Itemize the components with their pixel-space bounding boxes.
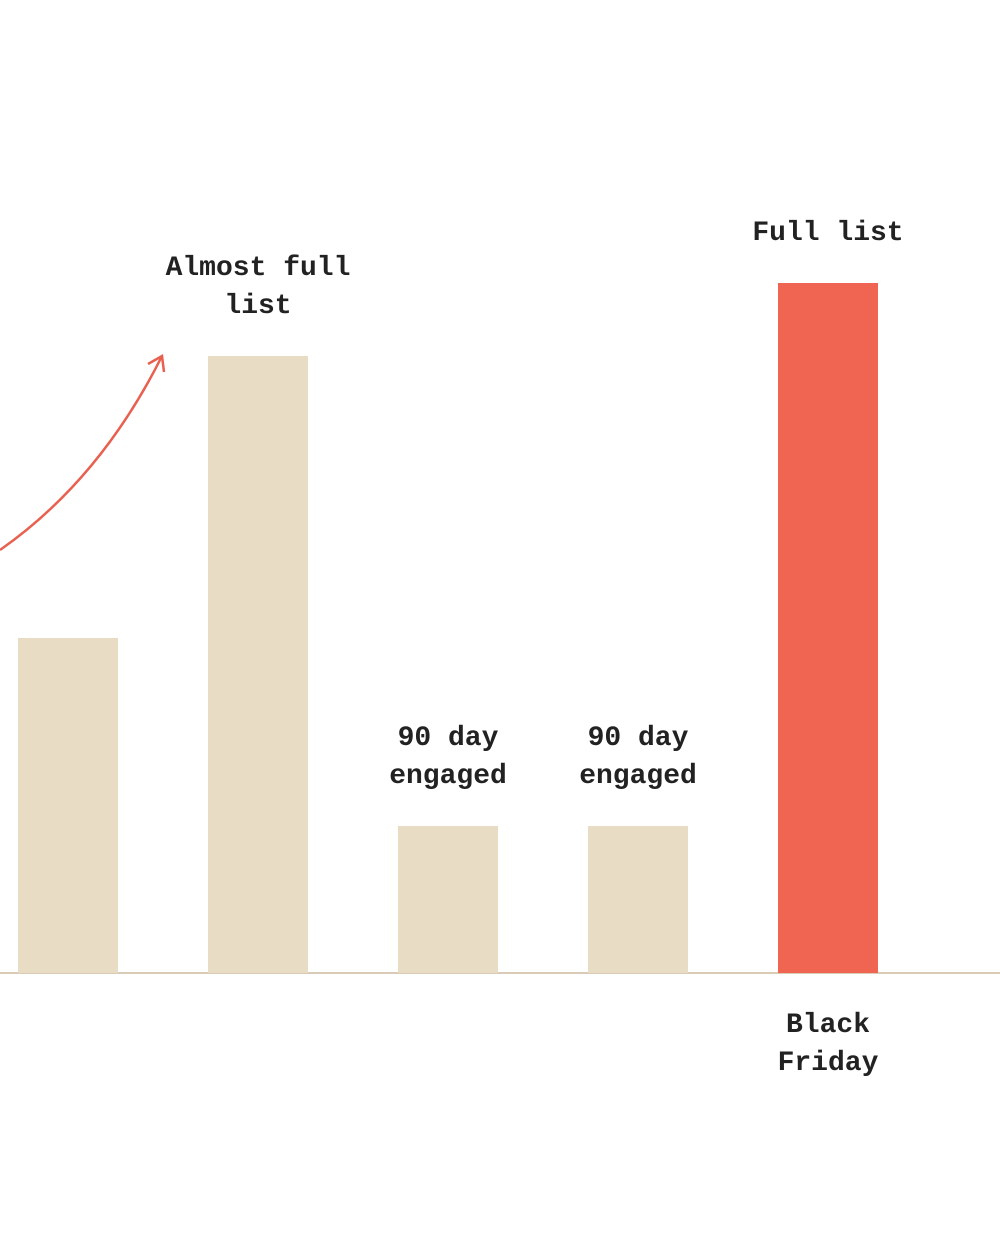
bar: [398, 826, 498, 973]
bar: [18, 638, 118, 973]
bar-label: 90 day engaged: [389, 723, 507, 792]
bar-label: Full list: [752, 218, 904, 249]
bar: [208, 356, 308, 973]
x-tick-label: Black Friday: [777, 1010, 879, 1079]
bar: [588, 826, 688, 973]
x-axis: [0, 972, 1000, 974]
bar-label: 90 day engaged: [579, 723, 697, 792]
bar: [778, 283, 878, 973]
bar-label: Almost full list: [165, 253, 351, 322]
